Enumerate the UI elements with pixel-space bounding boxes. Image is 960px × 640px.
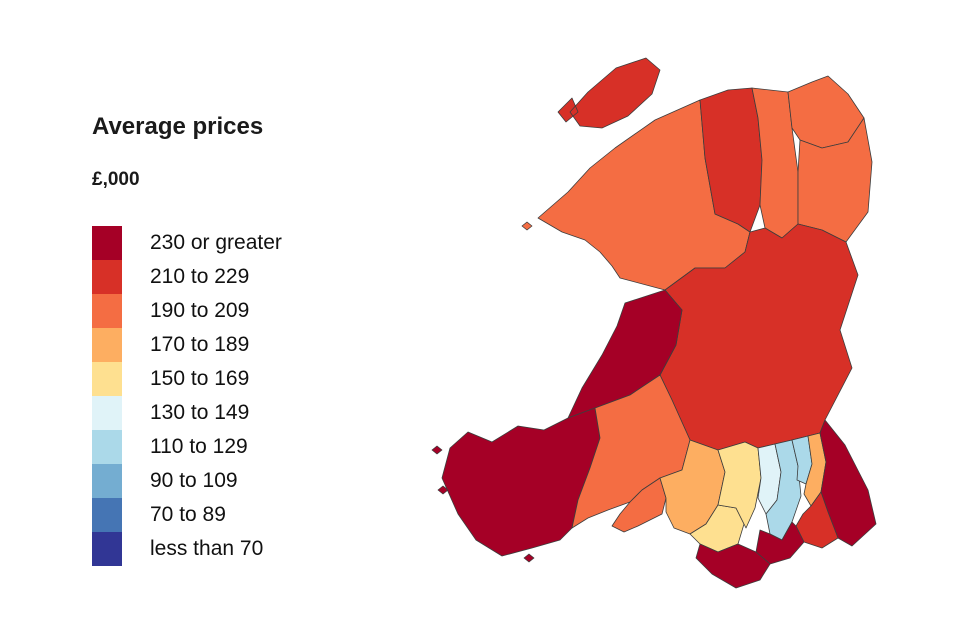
region-newport bbox=[795, 491, 839, 549]
region-monmouthshire bbox=[819, 419, 877, 547]
legend-row: 130 to 149 bbox=[92, 396, 282, 430]
legend-swatch-90-109 bbox=[92, 464, 122, 498]
legend-label: less than 70 bbox=[150, 537, 264, 560]
legend-label: 150 to 169 bbox=[150, 367, 250, 390]
legend-label: 70 to 89 bbox=[150, 503, 226, 526]
legend-row: 190 to 209 bbox=[92, 294, 282, 328]
legend-label: 110 to 129 bbox=[150, 435, 248, 458]
legend-label: 170 to 189 bbox=[150, 333, 250, 356]
legend: Average prices £,000 230 or greater 210 … bbox=[92, 112, 282, 566]
legend-label: 90 to 109 bbox=[150, 469, 238, 492]
region-isle-of-anglesey bbox=[557, 57, 661, 129]
legend-label: 210 to 229 bbox=[150, 265, 250, 288]
legend-subtitle: £,000 bbox=[92, 169, 140, 190]
legend-row: 230 or greater bbox=[92, 226, 282, 260]
region-pembrokeshire bbox=[431, 407, 601, 563]
legend-row: 150 to 169 bbox=[92, 362, 282, 396]
legend-label: 190 to 209 bbox=[150, 299, 250, 322]
legend-swatch-170-189 bbox=[92, 328, 122, 362]
legend-row: 170 to 189 bbox=[92, 328, 282, 362]
region-vale-of-glamorgan bbox=[695, 543, 771, 589]
legend-label: 130 to 149 bbox=[150, 401, 250, 424]
legend-row: 90 to 109 bbox=[92, 464, 282, 498]
legend-swatch-190-209 bbox=[92, 294, 122, 328]
legend-swatch-less-than-70 bbox=[92, 532, 122, 566]
legend-row: less than 70 bbox=[92, 532, 282, 566]
legend-rows: 230 or greater 210 to 229 190 to 209 170… bbox=[92, 226, 282, 566]
region-wrexham bbox=[797, 117, 873, 243]
legend-swatch-130-149 bbox=[92, 396, 122, 430]
legend-row: 110 to 129 bbox=[92, 430, 282, 464]
legend-label: 230 or greater bbox=[150, 231, 282, 254]
legend-swatch-70-89 bbox=[92, 498, 122, 532]
legend-row: 70 to 89 bbox=[92, 498, 282, 532]
legend-title: Average prices bbox=[92, 113, 264, 140]
wales-map bbox=[431, 57, 877, 589]
legend-swatch-150-169 bbox=[92, 362, 122, 396]
legend-swatch-210-229 bbox=[92, 260, 122, 294]
legend-swatch-110-129 bbox=[92, 430, 122, 464]
region-rhondda-cynon-taf bbox=[717, 441, 762, 529]
legend-swatch-230-or-greater bbox=[92, 226, 122, 260]
legend-row: 210 to 229 bbox=[92, 260, 282, 294]
